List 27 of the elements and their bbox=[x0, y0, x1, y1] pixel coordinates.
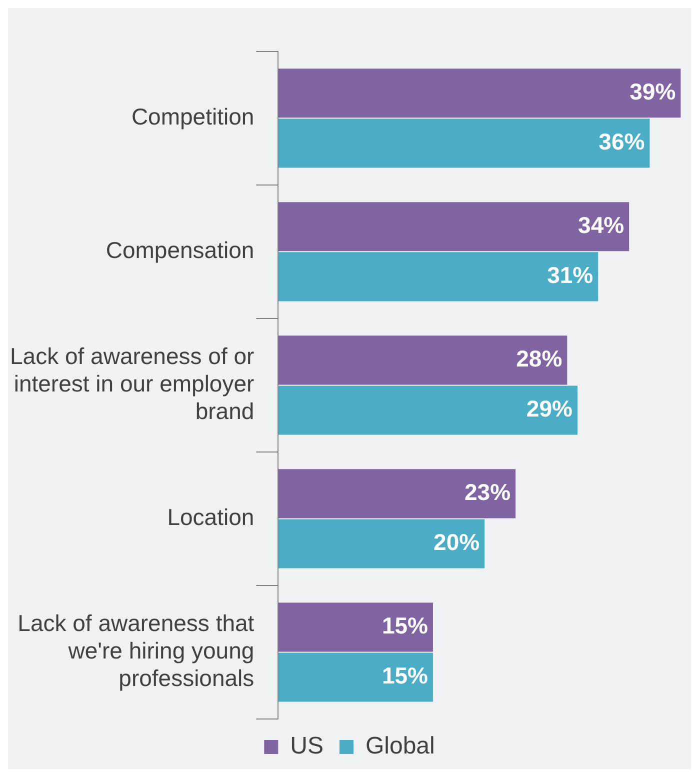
y-tick-label: Lack of awareness that we're hiring young professionals bbox=[18, 610, 255, 692]
data-label: 39% bbox=[630, 78, 676, 104]
bar bbox=[278, 336, 568, 385]
data-label: 15% bbox=[382, 612, 428, 639]
data-label: 34% bbox=[578, 212, 624, 238]
y-tick-label: Competition bbox=[131, 104, 254, 130]
bar bbox=[278, 68, 681, 118]
bar bbox=[278, 252, 598, 302]
data-label: 20% bbox=[434, 529, 480, 556]
y-tick-label: Compensation bbox=[106, 237, 254, 264]
data-label: 15% bbox=[382, 662, 428, 689]
bar bbox=[278, 469, 516, 518]
legend-label: US bbox=[290, 732, 324, 760]
bar bbox=[278, 602, 433, 652]
data-label: 23% bbox=[464, 479, 511, 506]
data-label: 28% bbox=[516, 346, 562, 372]
data-label: 31% bbox=[547, 262, 594, 288]
y-tick-label: Location bbox=[167, 504, 254, 530]
legend-label: Global bbox=[365, 732, 435, 760]
data-label: 36% bbox=[598, 128, 645, 155]
bar bbox=[278, 118, 650, 168]
bar bbox=[278, 386, 578, 435]
y-tick-label: Lack of awareness of or interest in our employer brand bbox=[10, 342, 255, 424]
bar bbox=[278, 519, 485, 568]
data-label: 29% bbox=[526, 396, 572, 422]
bar bbox=[278, 202, 630, 252]
bar bbox=[278, 652, 433, 702]
